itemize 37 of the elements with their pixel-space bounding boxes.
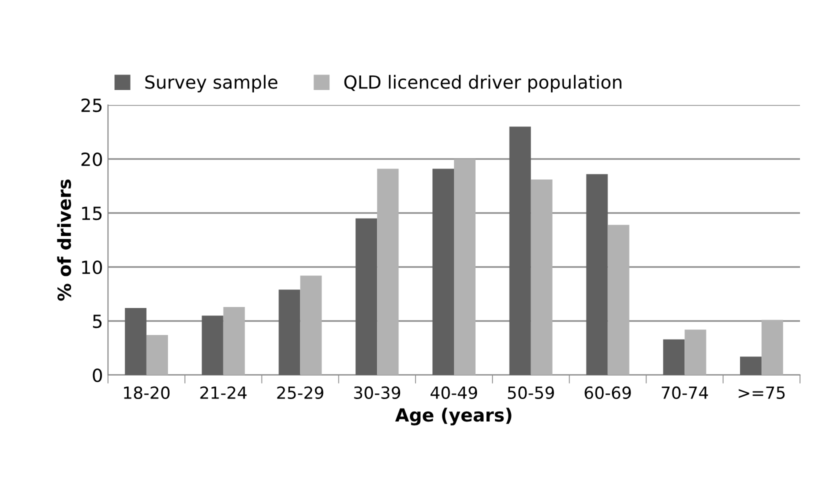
bar: [762, 320, 784, 375]
x-tick-label: 25-29: [277, 386, 324, 400]
bar: [663, 339, 685, 375]
bar: [356, 218, 378, 375]
x-tick-label: 40-49: [430, 386, 478, 400]
legend-label: Survey sample: [145, 74, 278, 92]
bar: [586, 174, 608, 375]
bar: [146, 335, 168, 375]
bar: [740, 356, 762, 375]
bar: [608, 224, 630, 375]
x-tick-label: 50-59: [508, 386, 554, 400]
bar: [202, 316, 224, 375]
bar: [454, 159, 476, 375]
x-tick-label: 21-24: [200, 386, 247, 399]
legend-label: QLD licenced driver population: [344, 74, 622, 92]
bar: [432, 168, 454, 375]
bar: [223, 306, 245, 375]
y-tick-label: 25: [81, 98, 102, 112]
bar: [278, 290, 300, 375]
bar: [530, 180, 552, 375]
bar: [300, 276, 322, 375]
x-tick-label: 18-20: [124, 386, 170, 400]
x-tick-label: 70-74: [662, 386, 708, 400]
y-axis-title: % of drivers: [57, 180, 72, 301]
y-tick-label: 15: [82, 206, 102, 220]
y-tick-label: 5: [93, 314, 102, 328]
x-tick-label: >=75: [738, 386, 785, 400]
x-tick-label: 60-69: [584, 386, 631, 400]
bar: [509, 126, 531, 375]
bar: [684, 330, 706, 375]
x-tick-label: 30-39: [354, 386, 400, 400]
y-tick-label: 10: [82, 260, 102, 274]
y-tick-label: 0: [92, 368, 102, 382]
x-axis-title: Age (years): [395, 408, 512, 426]
y-tick-label: 20: [81, 152, 102, 166]
bar: [124, 308, 146, 375]
bar: [377, 168, 399, 375]
